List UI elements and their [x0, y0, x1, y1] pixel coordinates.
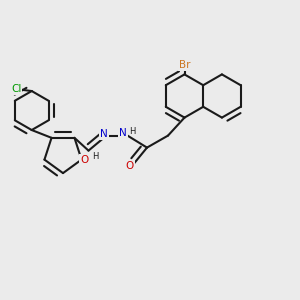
Text: N: N	[119, 128, 127, 138]
Text: O: O	[80, 154, 89, 165]
Text: H: H	[129, 127, 135, 136]
Text: H: H	[92, 152, 98, 161]
Text: N: N	[100, 129, 108, 139]
Text: Cl: Cl	[11, 84, 21, 94]
Text: Br: Br	[179, 60, 190, 70]
Text: O: O	[126, 160, 134, 171]
